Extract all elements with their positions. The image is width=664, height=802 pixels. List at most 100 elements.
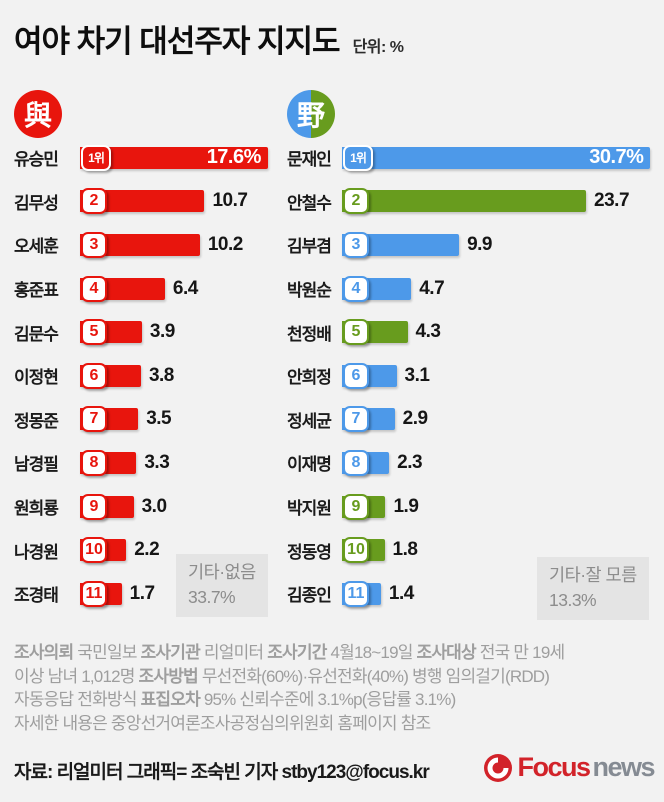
value-label: 1.7 (129, 582, 155, 604)
value-label: 1.9 (393, 495, 419, 517)
rank-badge: 9 (81, 493, 107, 520)
bar-track: 6 3.1 (342, 362, 664, 390)
candidate-name: 정동영 (287, 542, 332, 562)
value-label: 1.4 (388, 582, 414, 604)
candidate-name: 김종인 (287, 586, 332, 606)
candidate-row: 유승민 17.6% 1위 (14, 136, 282, 180)
candidate-name: 천정배 (287, 324, 332, 344)
logo-focus-text: Focus (517, 752, 591, 782)
rank-badge: 3 (81, 231, 107, 258)
value-label: 3.3 (144, 451, 170, 473)
value-label: 6.4 (172, 277, 198, 299)
candidate-name: 안철수 (287, 193, 332, 213)
candidate-name: 이정현 (14, 368, 59, 388)
ruling-etc-value: 33.7% (188, 587, 236, 607)
candidate-name: 안희정 (287, 368, 332, 388)
rank-badge: 7 (343, 406, 369, 433)
rank-badge: 6 (343, 362, 369, 389)
value-label: 3.0 (141, 495, 167, 517)
ruling-party-badge-icon: 與 (14, 90, 62, 138)
candidate-row: 문재인 30.7% 1위 (287, 136, 664, 180)
footnote-keyword: 조사의뢰 (14, 643, 74, 662)
footnote-keyword: 조사대상 (416, 643, 477, 662)
bar-track: 2 23.7 (342, 187, 664, 215)
candidate-row: 김부겸 3 9.9 (287, 223, 664, 267)
candidate-name: 박원순 (287, 281, 332, 301)
bar-track: 10 2.2 (80, 536, 282, 564)
rank-badge: 2 (343, 188, 369, 215)
candidate-name: 문재인 (287, 150, 332, 170)
value-label: 4.7 (419, 277, 445, 299)
bar-value-label: 17.6% (206, 146, 262, 169)
opposition-party-bar-list: 문재인 30.7% 1위 안철수 2 23.7 김부겸 3 9.9 박원순 4 4.7 천정배 5 4.3 안… (287, 136, 664, 616)
footnote-text: 95% 신뢰수준에 3.1%p(응답률 3.1%) (199, 690, 456, 709)
footnote-line: 자동응답 전화방식 표집오차 95% 신뢰수준에 3.1%p(응답률 3.1%) (14, 688, 654, 712)
candidate-row: 홍준표 4 6.4 (14, 267, 282, 311)
footnote-text: 이상 남녀 1,012명 (14, 666, 139, 686)
candidate-row: 정동영 10 1.8 (287, 528, 664, 572)
rank-badge: 3 (343, 231, 369, 258)
candidate-row: 김무성 2 10.7 (14, 180, 282, 224)
opposition-etc-label: 기타·잘 모름 (549, 565, 637, 585)
rank-badge: 10 (81, 537, 107, 564)
value-label: 3.9 (149, 321, 175, 343)
value-label: 3.5 (146, 408, 172, 430)
candidate-name: 김무성 (14, 193, 59, 213)
candidate-name: 유승민 (14, 150, 59, 170)
bar-track: 11 1.4 (342, 580, 664, 608)
bar-track: 7 3.5 (80, 405, 282, 433)
candidate-row: 박원순 4 4.7 (287, 267, 664, 311)
bar-track: 8 2.3 (342, 449, 664, 477)
footnote-text: 자세한 내용은 중앙선거여론조사공정심의위원회 홈페이지 참조 (14, 713, 431, 733)
rank-badge: 9 (343, 493, 369, 520)
rank-badge: 6 (81, 362, 107, 389)
bar-track: 11 1.7 (80, 580, 282, 608)
candidate-name: 정몽준 (14, 411, 59, 431)
unit-label: 단위: % (352, 39, 404, 56)
value-label: 3.8 (148, 364, 174, 386)
bar-track: 30.7% 1위 (342, 144, 664, 172)
page-title: 여야 차기 대선주자 지지도 (14, 24, 341, 59)
footnote-keyword: 표집오차 (140, 690, 201, 709)
footnote-keyword: 조사기간 (267, 643, 327, 662)
rank-badge: 1위 (343, 144, 373, 171)
candidate-row: 안희정 6 3.1 (287, 354, 664, 398)
focus-swirl-icon (484, 753, 513, 782)
value-label: 4.3 (415, 321, 441, 343)
bar-track: 4 6.4 (80, 275, 282, 303)
candidate-name: 정세균 (287, 411, 332, 431)
source-credit-line: 자료: 리얼미터 그래픽= 조숙빈 기자 stby123@focus.kr (14, 762, 430, 783)
rank-badge: 10 (343, 537, 369, 564)
candidate-row: 정몽준 7 3.5 (14, 398, 282, 442)
footnote-text: 리얼미터 (199, 643, 268, 662)
footnote-text: 무선전화(60%)·유선전화(40%) 병행 임의걸기(RDD) (197, 666, 550, 686)
value-label: 1.8 (392, 539, 418, 561)
approval-bar (342, 190, 587, 213)
header: 여야 차기 대선주자 지지도 단위: % (14, 16, 404, 61)
candidate-name: 나경원 (14, 542, 59, 562)
bar-track: 3 10.2 (80, 231, 282, 259)
candidate-name: 이재명 (287, 455, 332, 475)
candidate-row: 오세훈 3 10.2 (14, 223, 282, 267)
candidate-row: 김문수 5 3.9 (14, 310, 282, 354)
bar-track: 10 1.8 (342, 536, 664, 564)
footnote-text: 국민일보 (73, 643, 141, 662)
rank-badge: 11 (81, 580, 107, 607)
footnote-text: 자동응답 전화방식 (14, 690, 141, 709)
footnote-text: 전국 만 19세 (475, 643, 565, 662)
bar-track: 9 1.9 (342, 493, 664, 521)
bar-track: 7 2.9 (342, 405, 664, 433)
candidate-row: 천정배 5 4.3 (287, 310, 664, 354)
ruling-etc-label: 기타·없음 (188, 562, 256, 582)
candidate-name: 홍준표 (14, 281, 59, 301)
footnote-text: 4월18~19일 (326, 643, 417, 662)
rank-badge: 1위 (81, 144, 111, 171)
bar-track: 6 3.8 (80, 362, 282, 390)
approval-bar: 30.7% (342, 146, 651, 169)
rank-badge: 11 (343, 580, 369, 607)
opposition-party-badge-icon: 野 (287, 90, 335, 138)
survey-footnote: 조사의뢰 국민일보 조사기관 리얼미터 조사기간 4월18~19일 조사대상 전… (14, 641, 654, 735)
opposition-etc-box: 기타·잘 모름 13.3% (537, 557, 649, 620)
